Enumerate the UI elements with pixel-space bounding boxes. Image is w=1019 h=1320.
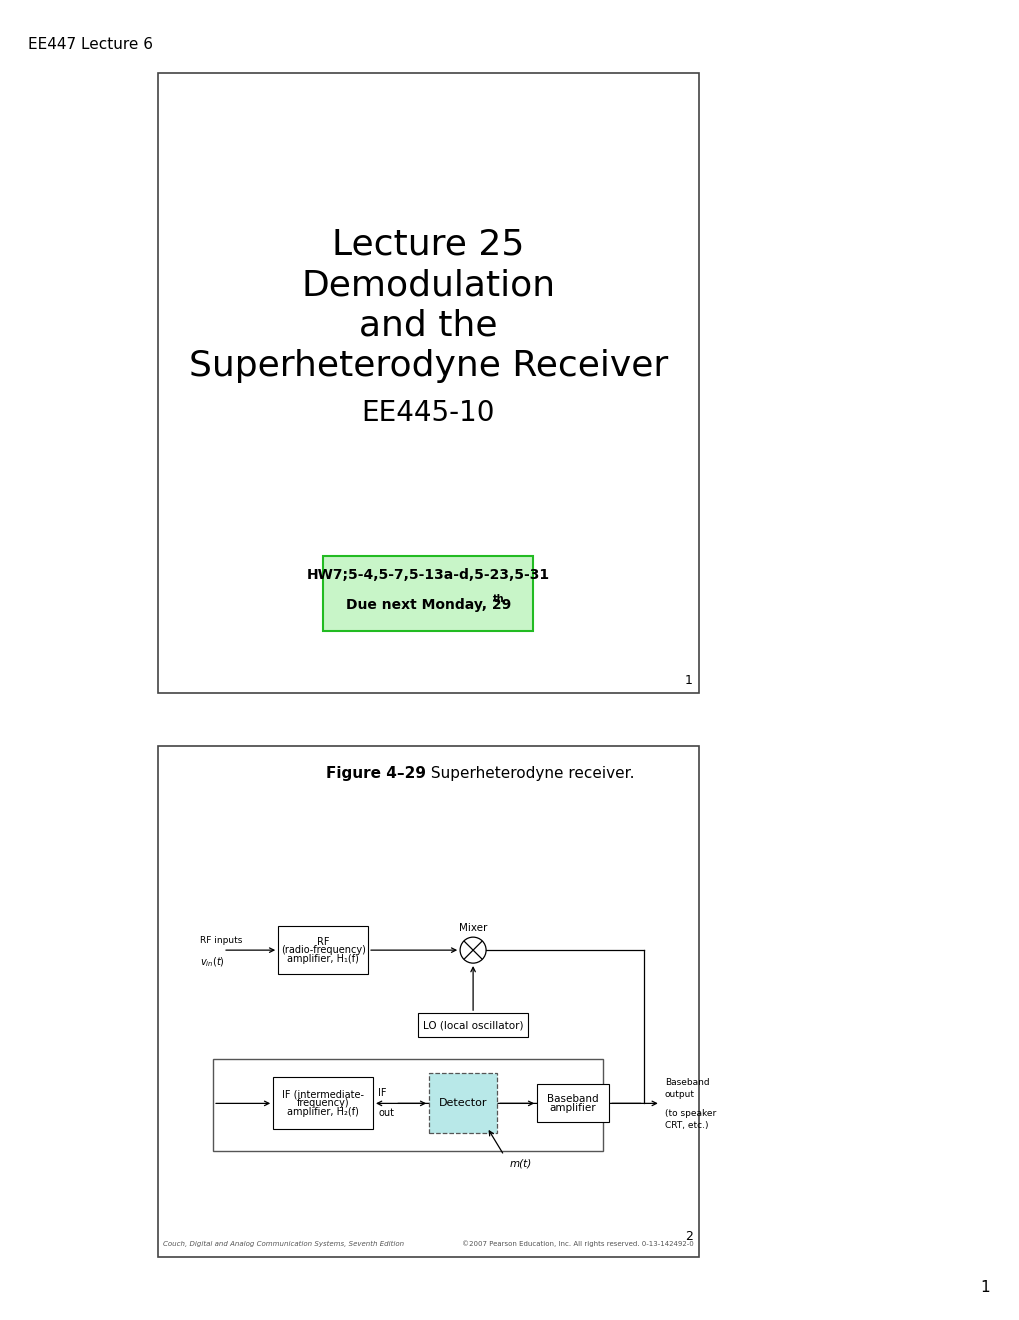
Text: th: th (492, 594, 503, 605)
Text: CRT, etc.): CRT, etc.) (664, 1122, 707, 1130)
Text: Mixer: Mixer (459, 923, 487, 933)
Text: Superheterodyne Receiver: Superheterodyne Receiver (189, 348, 667, 383)
Text: amplifier: amplifier (549, 1104, 596, 1113)
Text: frequency): frequency) (297, 1098, 350, 1109)
Text: HW7;5-4,5-7,5-13a-d,5-23,5-31: HW7;5-4,5-7,5-13a-d,5-23,5-31 (307, 568, 549, 582)
Text: Baseband: Baseband (664, 1078, 708, 1088)
Text: RF inputs: RF inputs (200, 936, 243, 945)
Text: 1: 1 (684, 675, 692, 686)
Text: $v_{in}(t)$: $v_{in}(t)$ (200, 956, 225, 969)
Text: output: output (664, 1090, 694, 1100)
FancyBboxPatch shape (429, 1073, 496, 1134)
Text: EE445-10: EE445-10 (362, 399, 494, 426)
Text: amplifier, H₂(f): amplifier, H₂(f) (287, 1107, 359, 1117)
FancyBboxPatch shape (323, 556, 533, 631)
Text: Couch, Digital and Analog Communication Systems, Seventh Edition: Couch, Digital and Analog Communication … (163, 1241, 404, 1246)
FancyBboxPatch shape (418, 1014, 528, 1038)
Text: (to speaker: (to speaker (664, 1109, 715, 1118)
Text: Superheterodyne receiver.: Superheterodyne receiver. (426, 766, 634, 781)
Text: ©2007 Pearson Education, Inc. All rights reserved. 0-13-142492-0: ©2007 Pearson Education, Inc. All rights… (462, 1239, 693, 1246)
Text: Baseband: Baseband (547, 1094, 598, 1104)
Text: RF: RF (317, 937, 329, 946)
Text: 2: 2 (684, 1230, 692, 1242)
FancyBboxPatch shape (158, 73, 698, 693)
Text: EE447 Lecture 6: EE447 Lecture 6 (28, 37, 153, 51)
Text: Figure 4–29: Figure 4–29 (326, 766, 426, 781)
FancyBboxPatch shape (273, 1077, 373, 1130)
Text: Detector: Detector (438, 1098, 487, 1109)
Text: m(t): m(t) (510, 1159, 532, 1168)
Text: LO (local oscillator): LO (local oscillator) (423, 1020, 523, 1030)
FancyBboxPatch shape (278, 927, 368, 974)
Text: IF: IF (378, 1089, 386, 1098)
Text: Demodulation: Demodulation (301, 268, 555, 302)
Text: Lecture 25: Lecture 25 (332, 227, 524, 261)
Text: IF (intermediate-: IF (intermediate- (282, 1090, 364, 1100)
Text: and the: and the (359, 309, 497, 342)
Text: 1: 1 (979, 1280, 989, 1295)
FancyBboxPatch shape (158, 746, 698, 1257)
Text: amplifier, H₁(f): amplifier, H₁(f) (287, 953, 359, 964)
Text: (radio-frequency): (radio-frequency) (280, 945, 365, 956)
Text: out: out (378, 1109, 393, 1118)
Text: Due next Monday, 29: Due next Monday, 29 (345, 598, 511, 612)
FancyBboxPatch shape (537, 1085, 608, 1122)
